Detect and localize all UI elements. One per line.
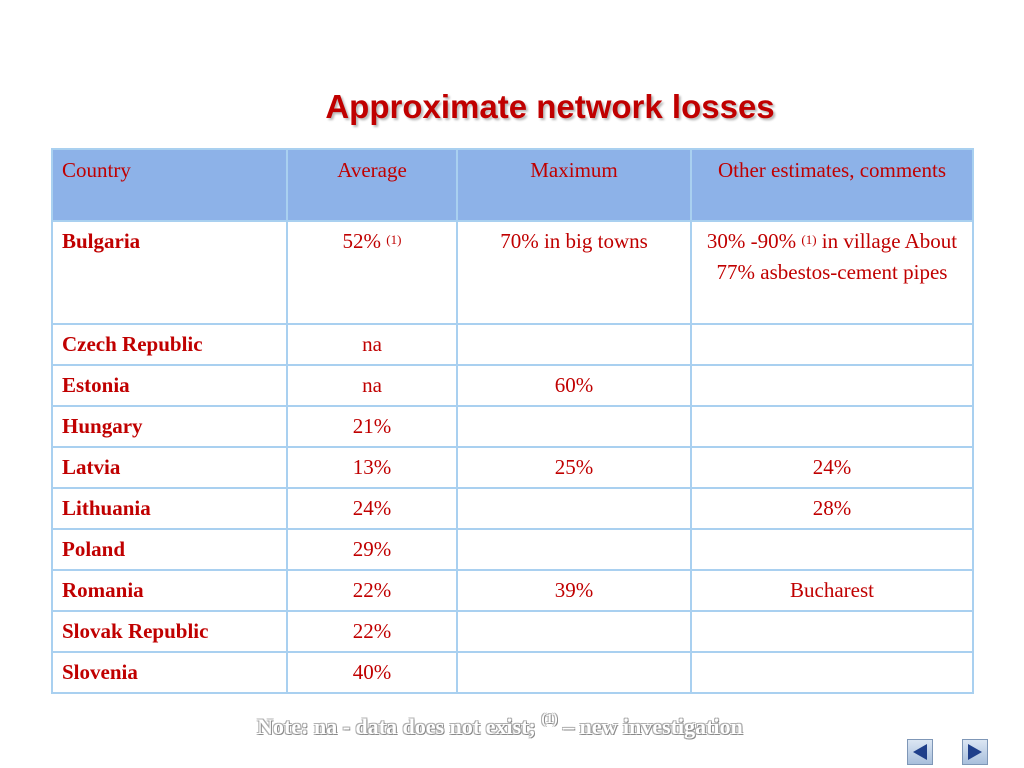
cell-average: 22% (286, 610, 458, 653)
cell-country: Slovenia (51, 651, 288, 694)
cell-average-superscript: (1) (386, 232, 402, 247)
cell-maximum: 25% (456, 446, 692, 489)
cell-maximum: 39% (456, 569, 692, 612)
cell-average: na (286, 323, 458, 366)
cell-maximum (456, 528, 692, 571)
cell-average-value: 22% (352, 578, 392, 602)
cell-average-value: 40% (352, 660, 392, 684)
cell-average-value: 13% (352, 455, 392, 479)
cell-maximum (456, 487, 692, 530)
cell-average: 24% (286, 487, 458, 530)
cell-average: 52% (1) (286, 220, 458, 325)
cell-other-estimates: Bucharest (690, 569, 974, 612)
cell-other-text-continued: in village About 77% asbestos-cement pip… (716, 229, 958, 284)
cell-average-value: na (362, 373, 382, 397)
cell-country: Hungary (51, 405, 288, 448)
cell-average: 29% (286, 528, 458, 571)
cell-average: na (286, 364, 458, 407)
cell-other-estimates (690, 610, 974, 653)
table-row: Poland 29% (51, 528, 974, 571)
cell-maximum (456, 651, 692, 694)
cell-country: Bulgaria (51, 220, 288, 325)
cell-average-value: 21% (352, 414, 392, 438)
table-row: Czech Republic na (51, 323, 974, 366)
cell-other-text: 24% (812, 455, 852, 479)
cell-maximum (456, 323, 692, 366)
table-row: Bulgaria 52% (1) 70% in big towns 30% -90% … (51, 220, 974, 325)
triangle-right-icon (968, 744, 982, 760)
table-row: Lithuania 24% 28% (51, 487, 974, 530)
cell-average-value: 29% (352, 537, 392, 561)
cell-average-value: 24% (352, 496, 392, 520)
footnote: Note: na - data does not exist; (1) – ne… (0, 712, 1000, 740)
cell-other-estimates: 24% (690, 446, 974, 489)
cell-country: Lithuania (51, 487, 288, 530)
footnote-text-end: – new investigation (557, 714, 743, 739)
cell-maximum (456, 610, 692, 653)
cell-other-estimates (690, 405, 974, 448)
footnote-superscript: (1) (541, 712, 558, 727)
cell-maximum: 60% (456, 364, 692, 407)
cell-country: Czech Republic (51, 323, 288, 366)
cell-country: Estonia (51, 364, 288, 407)
cell-country: Latvia (51, 446, 288, 489)
cell-other-text: Bucharest (790, 578, 874, 602)
cell-maximum (456, 405, 692, 448)
cell-maximum: 70% in big towns (456, 220, 692, 325)
next-slide-button[interactable] (962, 739, 988, 765)
cell-country: Romania (51, 569, 288, 612)
table-row: Romania 22% 39% Bucharest (51, 569, 974, 612)
network-losses-table: Country Average Maximum Other estimates,… (51, 148, 974, 694)
column-header-other-estimates: Other estimates, comments (690, 148, 974, 222)
cell-average-value: 22% (352, 619, 392, 643)
cell-average: 40% (286, 651, 458, 694)
cell-other-estimates (690, 323, 974, 366)
column-header-maximum: Maximum (456, 148, 692, 222)
table-row: Hungary 21% (51, 405, 974, 448)
column-header-country: Country (51, 148, 288, 222)
page-title: Approximate network losses (325, 88, 775, 125)
table-row: Slovak Republic 22% (51, 610, 974, 653)
previous-slide-button[interactable] (907, 739, 933, 765)
cell-other-estimates: 28% (690, 487, 974, 530)
triangle-left-icon (913, 744, 927, 760)
cell-other-text: 28% (812, 496, 852, 520)
cell-country: Slovak Republic (51, 610, 288, 653)
cell-other-estimates (690, 528, 974, 571)
table-row: Slovenia 40% (51, 651, 974, 694)
cell-other-text: 30% -90% (706, 229, 797, 253)
table-row: Latvia 13% 25% 24% (51, 446, 974, 489)
cell-other-superscript: (1) (801, 232, 817, 247)
cell-other-estimates (690, 651, 974, 694)
column-header-average: Average (286, 148, 458, 222)
footnote-text: Note: na - data does not exist; (257, 714, 542, 739)
cell-country: Poland (51, 528, 288, 571)
cell-average: 13% (286, 446, 458, 489)
table-row: Estonia na 60% (51, 364, 974, 407)
cell-other-estimates (690, 364, 974, 407)
cell-average: 21% (286, 405, 458, 448)
cell-average: 22% (286, 569, 458, 612)
table-header-row: Country Average Maximum Other estimates,… (51, 148, 974, 222)
cell-average-value: na (362, 332, 382, 356)
cell-other-estimates: 30% -90% (1) in village About 77% asbest… (690, 220, 974, 325)
cell-average-value: 52% (342, 229, 382, 253)
